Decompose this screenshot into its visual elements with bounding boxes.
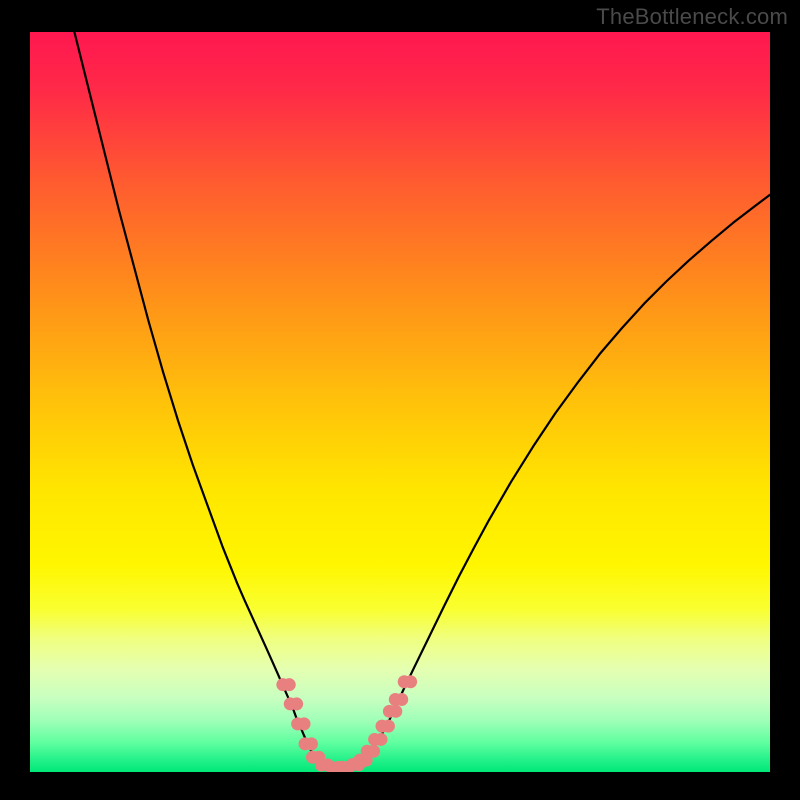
marker [291,717,310,730]
marker [284,697,303,710]
marker [383,705,402,718]
marker [368,733,387,746]
curve-left-branch [74,32,333,768]
marker-group [276,675,417,772]
chart-curves [30,32,770,772]
marker [361,745,380,758]
plot-area [30,32,770,772]
marker [276,678,295,691]
marker [389,693,408,706]
marker [398,675,417,688]
marker [299,737,318,750]
marker [376,720,395,733]
watermark-text: TheBottleneck.com [596,4,788,30]
